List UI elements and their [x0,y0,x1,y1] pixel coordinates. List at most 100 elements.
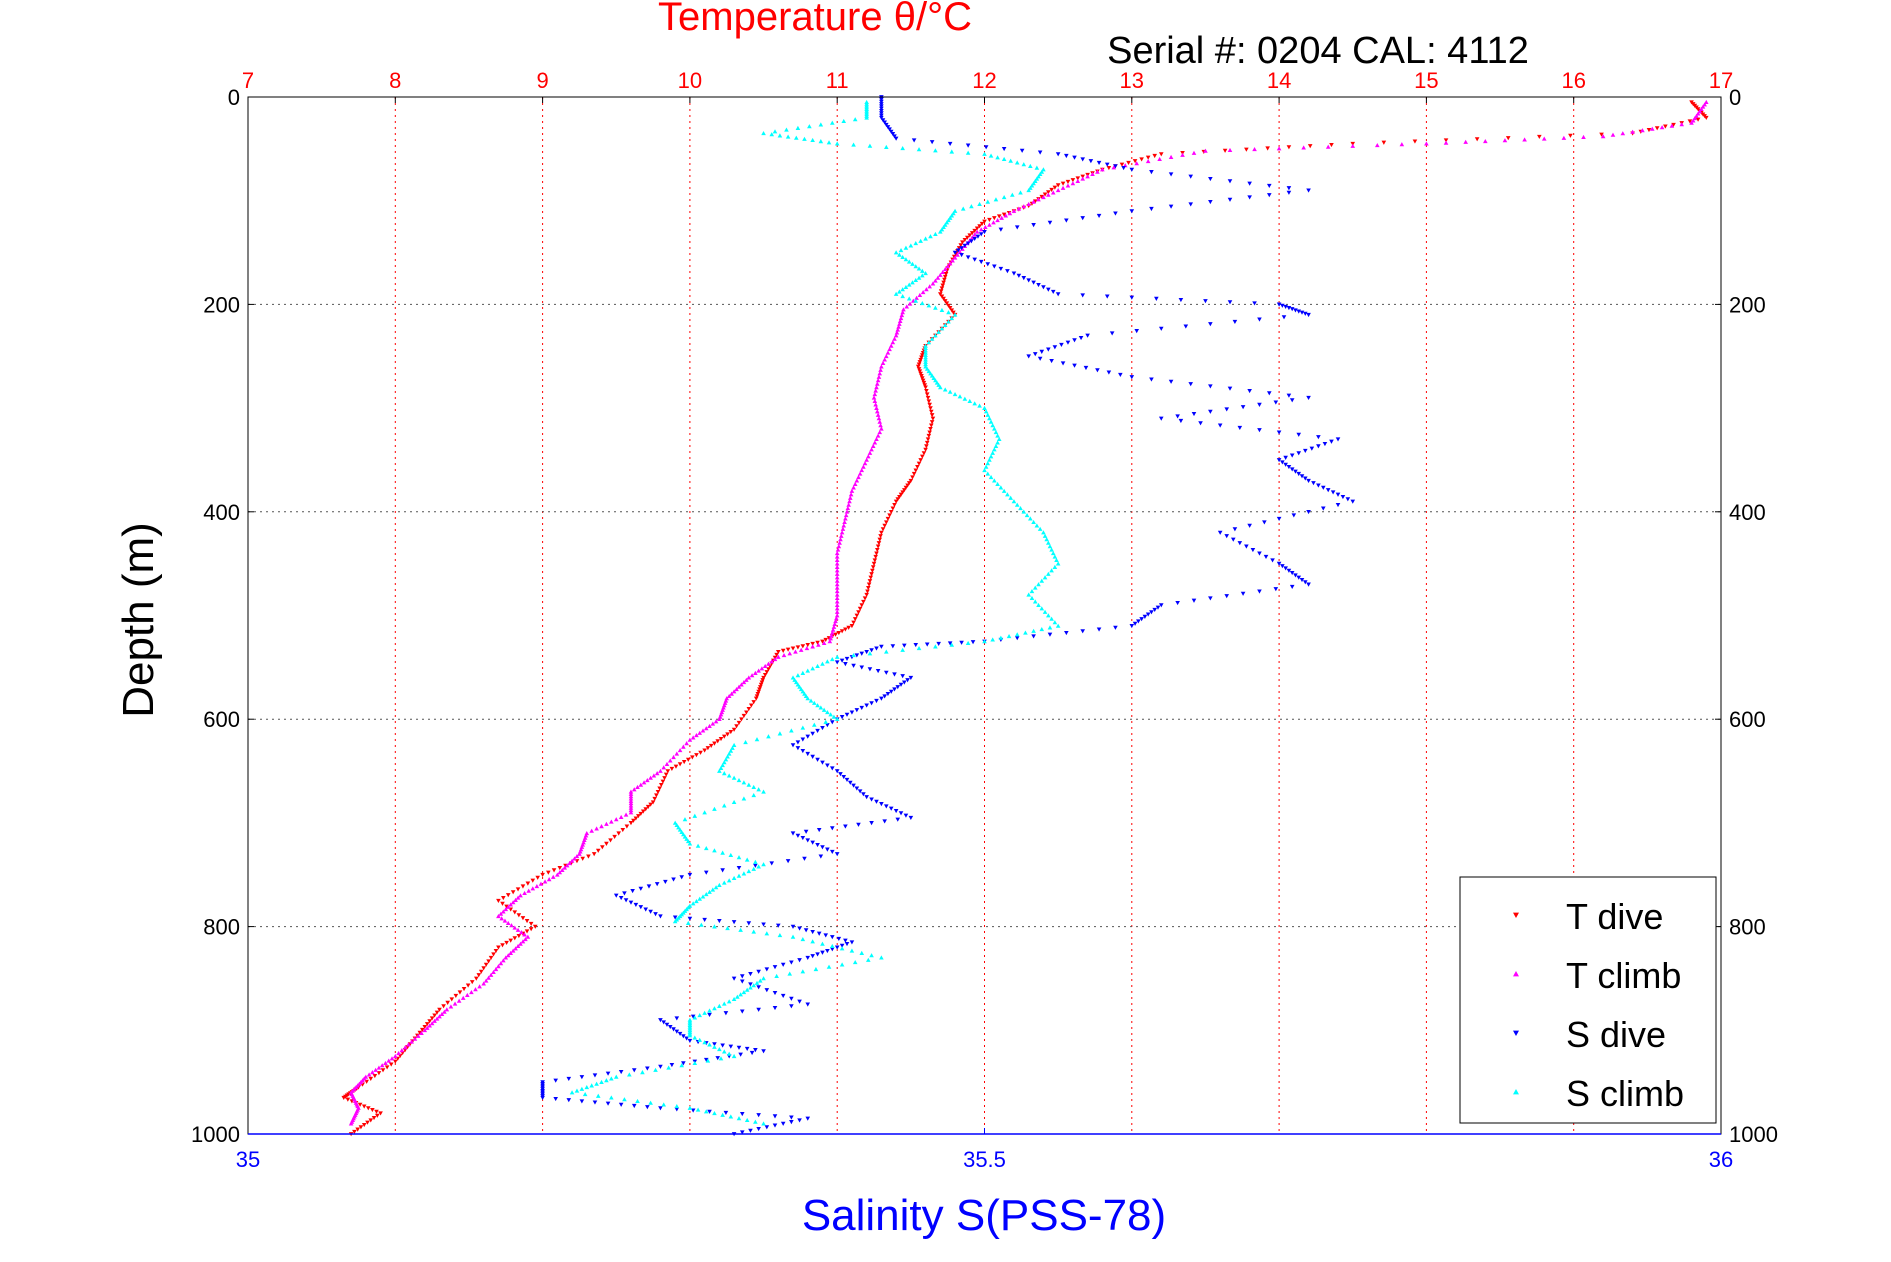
data-point [987,217,992,223]
data-point [906,296,912,301]
data-point [550,874,556,879]
data-point [1100,167,1105,172]
data-point [828,636,833,641]
data-point [985,412,991,417]
data-point [772,965,778,970]
data-point [516,933,522,939]
data-point [941,296,946,301]
data-point [1283,462,1288,467]
data-point [792,677,797,682]
data-point [1014,636,1020,641]
data-point [903,284,909,289]
data-point [721,1049,727,1054]
data-point [908,815,914,821]
data-point [931,375,937,380]
data-point [930,416,936,421]
data-point [939,326,945,331]
data-point [1663,124,1668,129]
data-point [1026,188,1031,193]
data-point [751,866,757,871]
data-point [361,1122,367,1128]
data-point [1306,188,1311,193]
data-point [419,1030,424,1036]
data-point [859,468,865,473]
data-point [790,934,796,939]
data-point [437,1014,442,1019]
data-point [1224,594,1230,599]
data-point [540,872,545,878]
data-point [916,266,922,271]
data-point [820,726,825,731]
data-point [879,97,884,102]
data-point [512,910,518,915]
salinity-tick-label: 35 [236,1147,260,1172]
data-point [690,901,696,906]
data-point [777,932,783,938]
data-point [445,1000,450,1005]
data-point [876,374,882,379]
data-point [705,746,711,751]
data-point [877,537,883,542]
data-point [789,1115,794,1120]
data-point [922,383,928,388]
data-point [761,675,766,681]
data-point [924,642,930,647]
data-point [879,364,884,369]
data-point [741,796,747,801]
data-point [923,364,928,369]
data-point [884,670,889,675]
data-point [913,298,919,303]
data-point [664,1022,670,1027]
data-point [879,426,884,431]
data-point [845,506,851,511]
data-point [869,648,874,653]
data-point [1568,133,1573,138]
data-point [386,1058,392,1063]
data-point [930,281,936,286]
data-point [929,420,935,425]
data-point [1276,458,1282,463]
data-point [746,921,752,926]
data-point [797,684,802,689]
data-point [913,264,919,269]
data-point [1247,181,1252,186]
depth-tick-label-left: 1000 [191,1122,240,1147]
data-point [1320,506,1326,511]
data-point [477,984,482,989]
data-point [493,948,499,954]
data-point [1280,564,1285,569]
data-point [1296,471,1302,477]
data-point [1026,354,1031,359]
data-point [929,413,935,418]
data-point [713,885,719,890]
data-point [816,642,821,647]
data-point [983,464,989,469]
data-point [726,1051,732,1056]
data-point [718,736,724,742]
data-point [702,917,707,922]
data-point [505,920,511,925]
data-point [965,150,971,155]
data-point [1134,161,1140,166]
data-point [1001,194,1007,200]
data-point [579,1099,585,1104]
data-point [1129,167,1135,172]
data-point [872,391,878,397]
data-point [877,371,883,376]
data-point [399,1048,405,1053]
data-point [1168,172,1174,177]
data-point [406,1042,411,1047]
data-point [756,1007,761,1012]
data-point [516,913,522,918]
data-point [952,312,958,317]
data-point [920,300,925,306]
data-point [1280,460,1285,465]
data-point [859,950,865,955]
data-point [800,836,806,841]
data-point [754,694,760,699]
data-point [687,841,693,846]
data-point [929,336,935,341]
data-point [579,1075,585,1080]
data-point [456,998,462,1003]
data-point [829,826,835,831]
